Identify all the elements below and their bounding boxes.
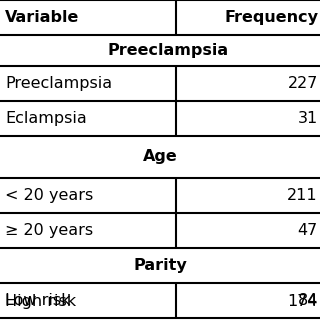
Text: Low risk: Low risk bbox=[5, 293, 70, 308]
Text: Variable: Variable bbox=[5, 10, 79, 25]
Text: Eclampsia: Eclampsia bbox=[5, 111, 87, 126]
Text: High risk: High risk bbox=[5, 294, 76, 309]
Text: 227: 227 bbox=[288, 76, 318, 91]
Text: Preeclampsia: Preeclampsia bbox=[108, 43, 228, 58]
Text: Preeclampsia: Preeclampsia bbox=[5, 76, 112, 91]
Text: 84: 84 bbox=[298, 293, 318, 308]
Text: < 20 years: < 20 years bbox=[5, 188, 93, 203]
Text: Age: Age bbox=[143, 149, 177, 164]
Text: ≥ 20 years: ≥ 20 years bbox=[5, 223, 93, 238]
Text: 174: 174 bbox=[287, 294, 318, 309]
Text: Parity: Parity bbox=[133, 258, 187, 273]
Text: Frequency: Frequency bbox=[224, 10, 318, 25]
Text: 31: 31 bbox=[298, 111, 318, 126]
Text: 211: 211 bbox=[287, 188, 318, 203]
Text: 47: 47 bbox=[298, 223, 318, 238]
